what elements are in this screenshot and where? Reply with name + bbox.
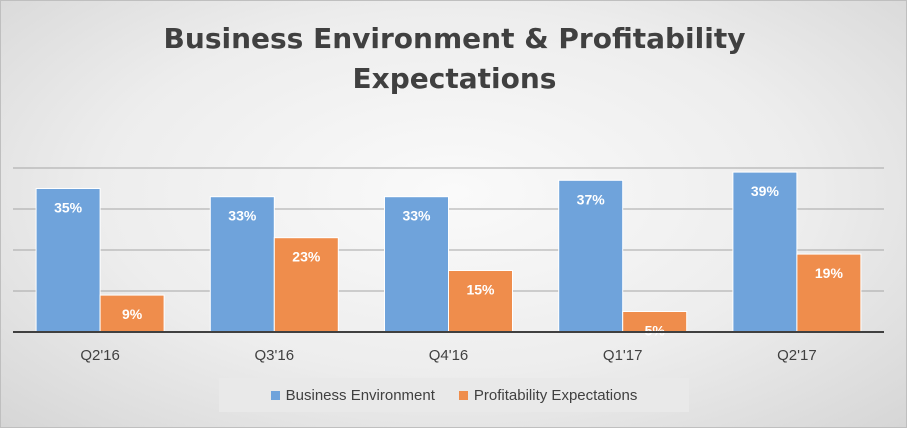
- bar-profitability-expectations: [796, 253, 862, 333]
- data-label-business-environment: 39%: [751, 183, 780, 199]
- legend-item-business-environment: Business Environment: [270, 386, 435, 404]
- legend-swatch-business-environment: [270, 390, 280, 400]
- x-axis-tick-label: Q1'17: [603, 347, 643, 364]
- data-label-profitability-expectations: 9%: [122, 306, 143, 322]
- data-label-profitability-expectations: 19%: [815, 265, 844, 281]
- chart-title: Business Environment & Profitability Exp…: [1, 19, 907, 99]
- legend-label-business-environment: Business Environment: [285, 386, 435, 404]
- data-label-profitability-expectations: 15%: [466, 282, 495, 298]
- chart-title-line-1: Business Environment & Profitability: [163, 22, 746, 55]
- x-axis-tick-label: Q2'16: [80, 347, 120, 364]
- bar-business-environment: [558, 179, 624, 333]
- x-axis-tick-label: Q4'16: [429, 347, 469, 364]
- bar-business-environment: [732, 171, 798, 333]
- x-axis-tick-label: Q3'16: [255, 347, 295, 364]
- bar-profitability-expectations: [99, 294, 165, 333]
- bar-business-environment: [35, 188, 101, 333]
- data-label-profitability-expectations: 23%: [292, 249, 321, 265]
- data-label-business-environment: 37%: [577, 191, 606, 207]
- data-label-business-environment: 33%: [228, 208, 257, 224]
- chart-legend: Business Environment Profitability Expec…: [219, 378, 689, 412]
- data-label-profitability-expectations: 5%: [645, 323, 666, 339]
- bar-profitability-expectations: [273, 237, 339, 333]
- legend-item-profitability-expectations: Profitability Expectations: [458, 386, 638, 404]
- data-label-business-environment: 35%: [54, 200, 83, 216]
- bar-profitability-expectations: [448, 270, 513, 333]
- x-axis-tick-label: Q2'17: [777, 347, 817, 364]
- data-label-business-environment: 33%: [402, 208, 431, 224]
- bar-business-environment: [384, 196, 449, 333]
- chart-title-line-2: Expectations: [352, 62, 557, 95]
- legend-label-profitability-expectations: Profitability Expectations: [473, 386, 638, 404]
- legend-swatch-profitability-expectations: [458, 390, 468, 400]
